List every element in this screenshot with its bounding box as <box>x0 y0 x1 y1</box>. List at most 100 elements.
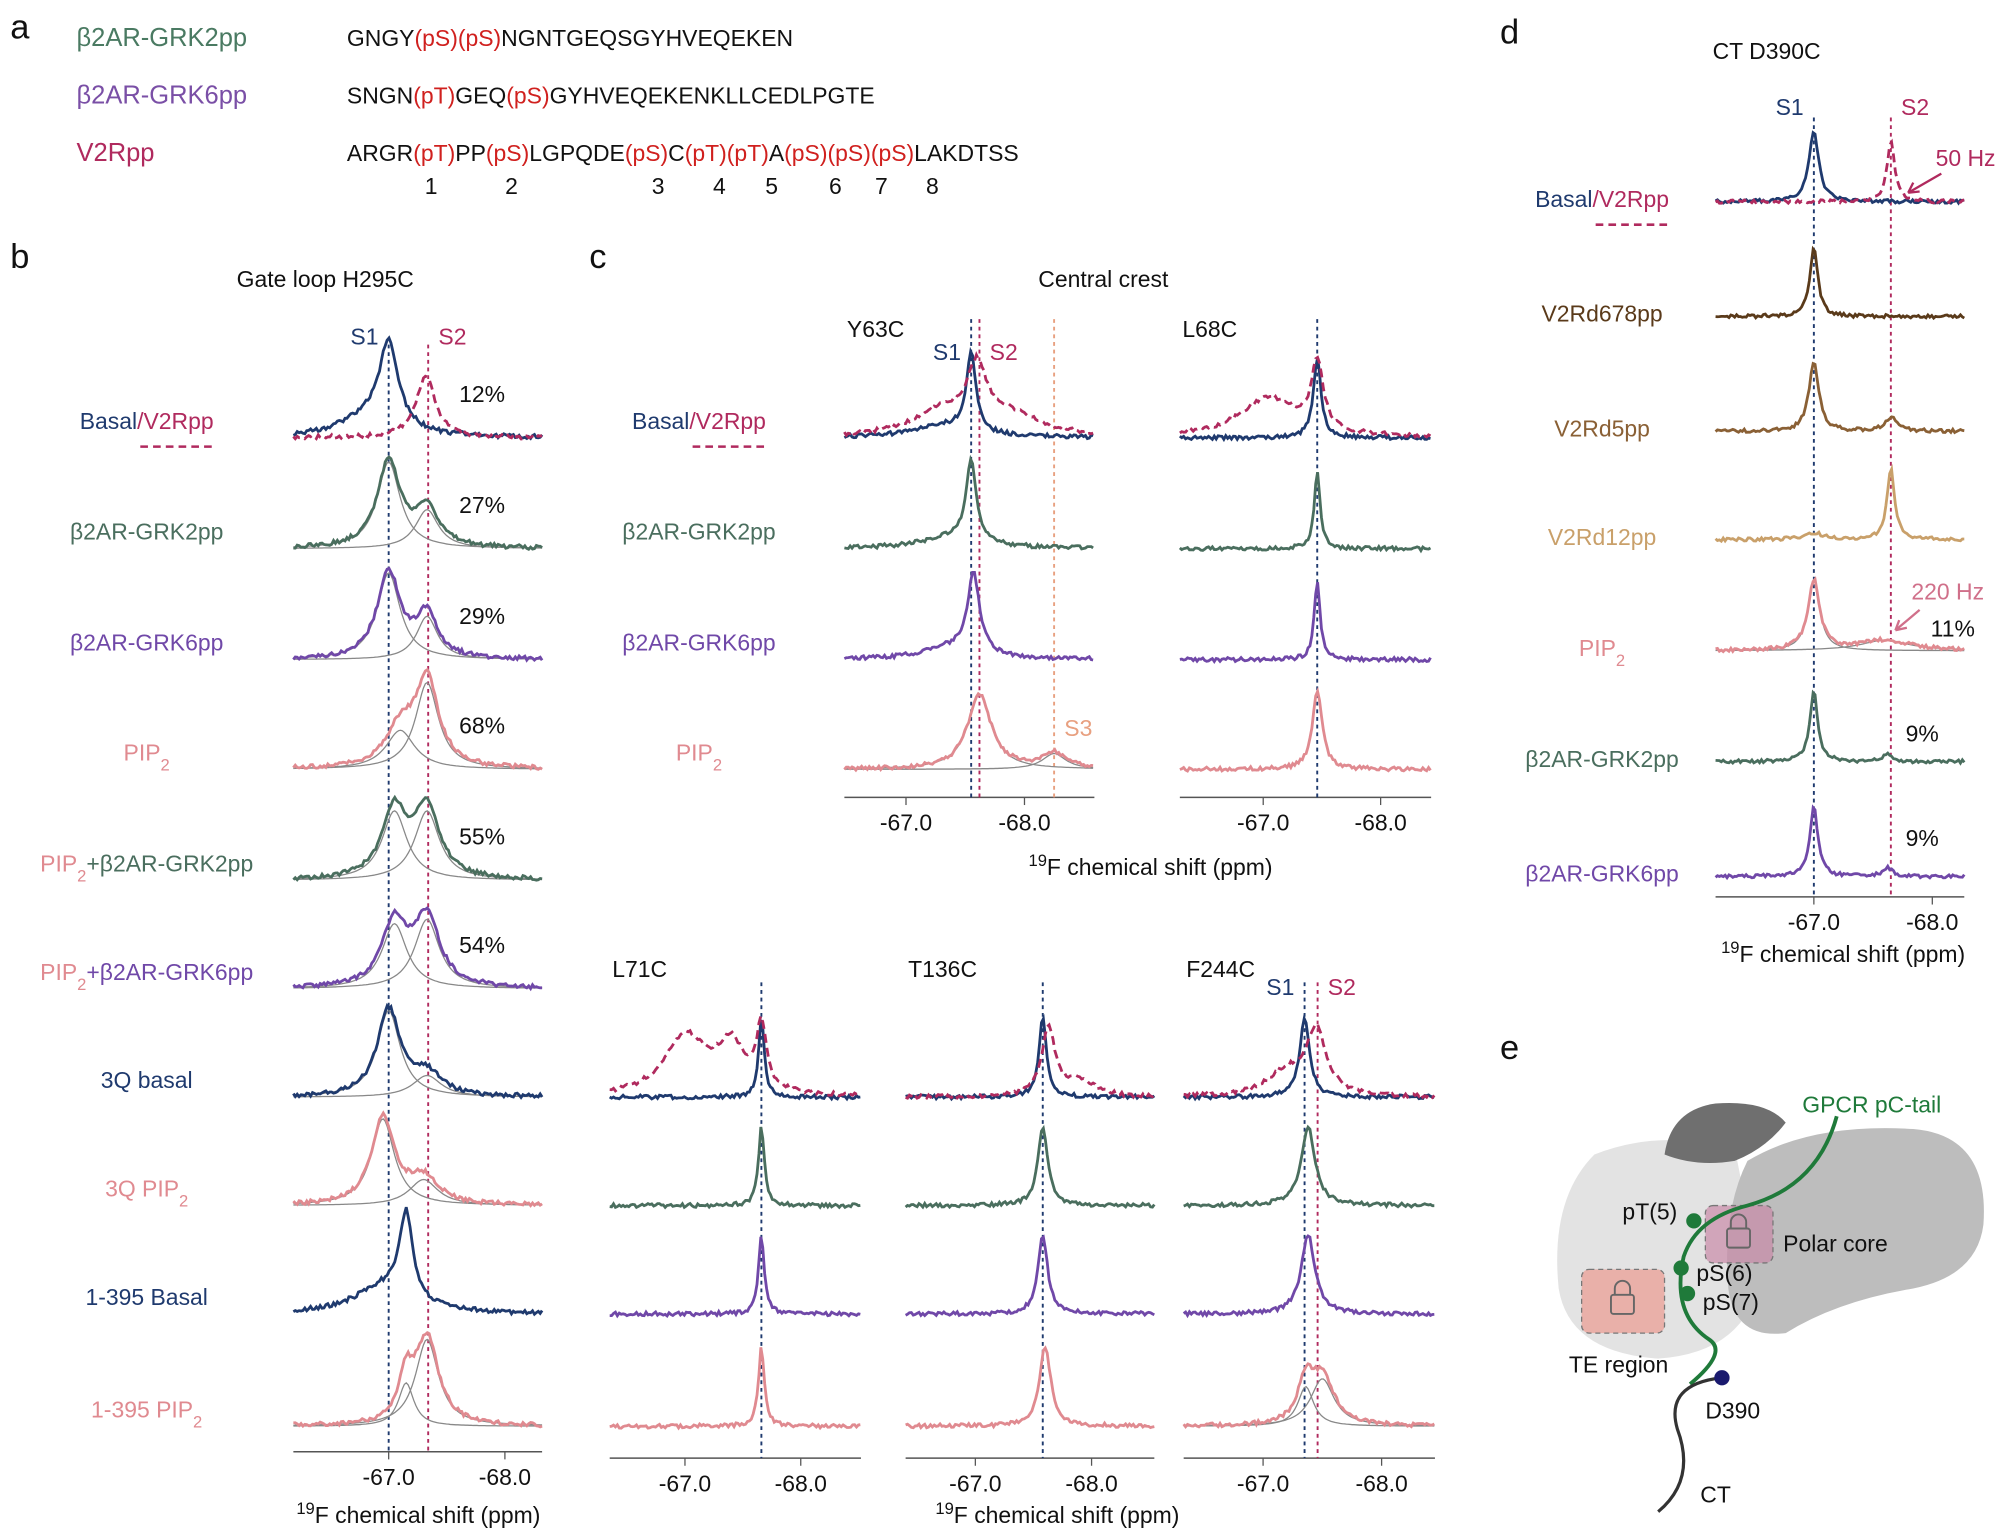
axis-label: 19F chemical shift (ppm) <box>1721 937 1965 966</box>
fit-component <box>293 1074 543 1098</box>
label-part: F chemical shift (ppm) <box>954 1502 1180 1528</box>
spectrum <box>905 1345 1155 1430</box>
annotation: 11% <box>1931 616 1975 642</box>
annotation: 220 Hz <box>1911 579 1984 605</box>
percent: 54% <box>459 932 505 958</box>
x-tick-label: -67.0 <box>949 1470 1001 1496</box>
fit-component <box>293 918 543 989</box>
spectrum <box>292 794 543 882</box>
d390-dot <box>1714 1370 1730 1386</box>
lock-icons <box>1610 1213 1751 1315</box>
spectrum <box>609 1347 861 1431</box>
ct-label: CT <box>1700 1482 1731 1508</box>
site-dot <box>1686 1213 1702 1229</box>
spectrum <box>1183 1124 1435 1210</box>
panel-label: d <box>1500 14 1519 52</box>
spectrum <box>293 1331 543 1429</box>
spectrum <box>1715 689 1966 766</box>
spectrum <box>292 1110 543 1208</box>
te-box <box>1580 1268 1666 1334</box>
panel-e-diagram <box>1557 1102 1984 1513</box>
spectrum <box>1714 361 1965 435</box>
fit-component <box>293 1381 543 1427</box>
label-part: /V2Rpp <box>1592 186 1669 212</box>
percent: 12% <box>459 381 505 407</box>
label-part: 1-395 Basal <box>85 1284 207 1310</box>
spectrum <box>1715 245 1966 321</box>
axis-label: 19F chemical shift (ppm) <box>1028 851 1272 881</box>
spectrum <box>905 1013 1156 1102</box>
x-tick-label: -68.0 <box>998 810 1050 836</box>
label-part: PIP <box>124 739 161 765</box>
axis-label: 19F chemical shift (ppm) <box>935 1499 1179 1529</box>
spectrum <box>1182 1234 1435 1319</box>
peptide-name: β2AR-GRK2pp <box>77 24 248 52</box>
site-number: 7 <box>875 173 888 199</box>
x-tick-label: -67.0 <box>659 1470 711 1496</box>
label-part: F chemical shift (ppm) <box>1740 941 1966 967</box>
site-label: pT(5) <box>1622 1199 1677 1225</box>
label-part: /V2Rpp <box>689 408 766 434</box>
site-number: 6 <box>829 173 842 199</box>
spectrum <box>1714 463 1965 544</box>
subpanel-name: L68C <box>1182 316 1237 342</box>
label-part: 1-395 PIP <box>91 1396 193 1422</box>
row-label: Basal/V2Rpp <box>632 408 766 434</box>
label-part: 19 <box>935 1499 953 1518</box>
peak-label: S2 <box>438 324 466 350</box>
label-part: V2Rd5pp <box>1554 415 1650 441</box>
label-part: Basal <box>1535 186 1592 212</box>
panel-title: Central crest <box>1038 266 1169 292</box>
label-part: 2 <box>713 755 722 774</box>
site-number: 8 <box>926 173 939 199</box>
fit-component <box>844 693 1094 770</box>
site-label: pS(7) <box>1703 1289 1759 1315</box>
label-part: +β2AR-GRK2pp <box>86 850 253 876</box>
spectrum <box>608 1019 861 1102</box>
row-label: 1-395 Basal <box>85 1284 207 1310</box>
row-label: β2AR-GRK6pp <box>70 630 223 656</box>
panel-label: e <box>1500 1029 1519 1067</box>
label-part: β2AR-GRK2pp <box>1525 746 1678 772</box>
spectrum <box>904 1234 1155 1318</box>
label-part: Basal <box>80 408 137 434</box>
label-part: β2AR-GRK6pp <box>1525 861 1678 887</box>
label-part: F chemical shift (ppm) <box>315 1502 541 1528</box>
row-label: PIP2+β2AR-GRK6pp <box>40 959 253 994</box>
label-part: PIP <box>1579 635 1616 661</box>
spectrum <box>292 374 543 441</box>
spectrum <box>1179 686 1432 773</box>
row-label: β2AR-GRK2pp <box>70 519 223 545</box>
spectrum <box>292 566 544 663</box>
region-label: Polar core <box>1783 1230 1888 1256</box>
spectrum <box>1714 138 1965 206</box>
fit-component <box>1183 1385 1435 1427</box>
label-part: 2 <box>77 974 86 993</box>
tail-label: GPCR pC-tail <box>1802 1091 1941 1117</box>
label-part: PIP <box>40 850 77 876</box>
spectrum <box>609 1236 861 1319</box>
label-part: 19 <box>296 1499 314 1518</box>
panel-label: b <box>10 238 29 276</box>
x-tick-label: -68.0 <box>1355 1470 1407 1496</box>
row-label: β2AR-GRK2pp <box>622 519 775 545</box>
spectrum <box>904 1124 1156 1210</box>
spectrum <box>1714 804 1966 881</box>
label-part: Basal <box>632 408 689 434</box>
label-part: PIP <box>676 739 713 765</box>
spectrum <box>292 1002 544 1100</box>
fit-component <box>293 508 543 549</box>
peptide-name: V2Rpp <box>77 139 155 167</box>
peptide-sequence: ARGR(pT)PP(pS)LGPQDE(pS)C(pT)(pT)A(pS)(p… <box>347 140 1019 166</box>
subpanel-name: F244C <box>1186 956 1255 982</box>
label-part: β2AR-GRK2pp <box>70 519 223 545</box>
panel-title: CT D390C <box>1713 38 1821 64</box>
peak-label: S1 <box>350 324 378 350</box>
spectrum <box>843 570 1094 662</box>
axis-label: 19F chemical shift (ppm) <box>296 1499 540 1529</box>
spectrum <box>1183 1021 1436 1100</box>
row-label: 1-395 PIP2 <box>91 1396 202 1431</box>
subpanel-name: L71C <box>612 956 667 982</box>
row-label: PIP2+β2AR-GRK2pp <box>40 850 253 885</box>
spectrum <box>1182 1362 1435 1429</box>
